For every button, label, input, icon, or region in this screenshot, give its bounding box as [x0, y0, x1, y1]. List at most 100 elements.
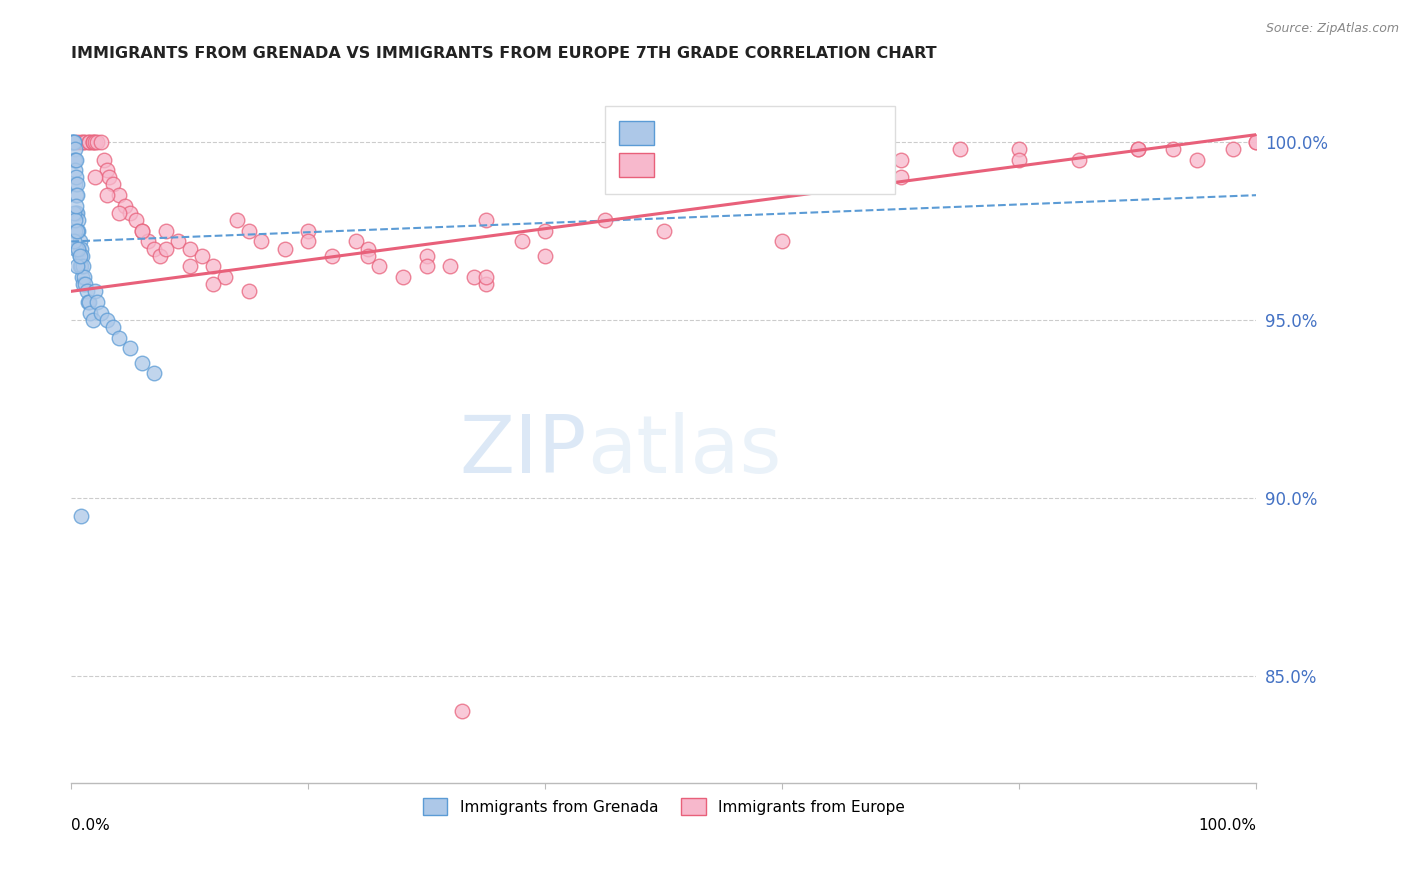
- Point: [356, 242, 378, 256]
- Point: [63, 178, 86, 192]
- Point: [136, 235, 159, 249]
- Point: [96, 188, 118, 202]
- Point: [107, 188, 129, 202]
- Point: [1008, 153, 1031, 167]
- Point: [98, 170, 121, 185]
- Point: [65, 170, 87, 185]
- Point: [179, 242, 201, 256]
- Point: [84, 170, 107, 185]
- Point: [534, 249, 557, 263]
- Point: [82, 313, 104, 327]
- Point: [131, 224, 153, 238]
- Bar: [619, 120, 654, 145]
- Point: [1067, 153, 1090, 167]
- Point: [107, 206, 129, 220]
- Point: [72, 260, 94, 274]
- Point: [72, 277, 94, 292]
- Point: [202, 260, 225, 274]
- Point: [66, 224, 89, 238]
- Text: 80: 80: [830, 155, 853, 173]
- Point: [131, 224, 153, 238]
- Point: [475, 213, 498, 227]
- Point: [90, 135, 112, 149]
- FancyBboxPatch shape: [605, 106, 896, 194]
- Text: N =: N =: [782, 123, 820, 141]
- Point: [62, 235, 84, 249]
- Point: [76, 285, 98, 299]
- Point: [1126, 142, 1149, 156]
- Point: [510, 235, 533, 249]
- Point: [63, 163, 86, 178]
- Point: [949, 142, 972, 156]
- Point: [155, 242, 177, 256]
- Point: [1222, 142, 1244, 156]
- Point: [62, 135, 84, 149]
- Point: [101, 320, 124, 334]
- Point: [62, 135, 84, 149]
- Point: [344, 235, 367, 249]
- Point: [63, 224, 86, 238]
- Point: [84, 135, 107, 149]
- Text: Source: ZipAtlas.com: Source: ZipAtlas.com: [1265, 22, 1399, 36]
- Point: [96, 163, 118, 178]
- Point: [62, 135, 84, 149]
- Point: [76, 295, 98, 310]
- Point: [114, 199, 136, 213]
- Point: [69, 508, 91, 523]
- Point: [75, 135, 97, 149]
- Point: [86, 135, 108, 149]
- Point: [1126, 142, 1149, 156]
- Text: IMMIGRANTS FROM GRENADA VS IMMIGRANTS FROM EUROPE 7TH GRADE CORRELATION CHART: IMMIGRANTS FROM GRENADA VS IMMIGRANTS FR…: [72, 46, 936, 62]
- Bar: [619, 153, 654, 178]
- Point: [66, 224, 89, 238]
- Point: [131, 355, 153, 369]
- Point: [82, 135, 104, 149]
- Point: [179, 260, 201, 274]
- Point: [120, 341, 142, 355]
- Point: [273, 242, 295, 256]
- Point: [69, 235, 91, 249]
- Point: [297, 224, 319, 238]
- Point: [593, 213, 616, 227]
- Point: [66, 188, 89, 202]
- Point: [67, 242, 90, 256]
- Point: [93, 153, 115, 167]
- Point: [652, 170, 675, 185]
- Point: [321, 249, 343, 263]
- Point: [190, 249, 212, 263]
- Point: [831, 163, 853, 178]
- Text: 0.0%: 0.0%: [72, 818, 110, 833]
- Text: 56: 56: [830, 123, 853, 141]
- Point: [66, 260, 89, 274]
- Text: 0.190: 0.190: [711, 123, 763, 141]
- Point: [416, 260, 439, 274]
- Text: ZIP: ZIP: [460, 412, 586, 491]
- Point: [77, 295, 100, 310]
- Point: [67, 213, 90, 227]
- Point: [66, 206, 89, 220]
- Point: [890, 153, 912, 167]
- Point: [451, 705, 474, 719]
- Point: [90, 306, 112, 320]
- Text: R =: R =: [664, 123, 700, 141]
- Point: [238, 224, 260, 238]
- Point: [125, 213, 148, 227]
- Point: [62, 135, 84, 149]
- Point: [416, 249, 439, 263]
- Point: [890, 170, 912, 185]
- Point: [214, 270, 236, 285]
- Point: [66, 178, 89, 192]
- Point: [770, 153, 793, 167]
- Point: [143, 242, 166, 256]
- Point: [65, 206, 87, 220]
- Point: [77, 135, 100, 149]
- Point: [534, 224, 557, 238]
- Point: [711, 163, 734, 178]
- Point: [75, 277, 97, 292]
- Point: [69, 135, 91, 149]
- Point: [652, 224, 675, 238]
- Point: [149, 249, 172, 263]
- Point: [202, 277, 225, 292]
- Point: [167, 235, 190, 249]
- Point: [63, 142, 86, 156]
